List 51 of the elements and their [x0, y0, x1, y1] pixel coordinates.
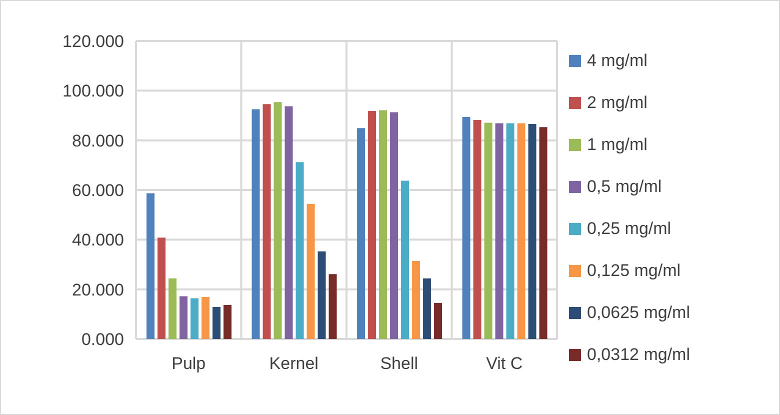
x-tick-label: Pulp — [172, 354, 206, 374]
y-tick-label: 100.000 — [62, 82, 124, 101]
bar — [484, 122, 492, 339]
bar — [495, 123, 504, 339]
bar — [262, 104, 271, 339]
bar — [423, 278, 432, 339]
bar — [146, 193, 155, 339]
y-tick-label: 20.000 — [72, 280, 124, 300]
legend-label: 0,25 mg/ml — [587, 218, 672, 238]
bar — [357, 128, 366, 339]
bar — [412, 261, 420, 339]
bar — [401, 180, 410, 339]
bar — [306, 204, 315, 339]
bar — [202, 297, 210, 339]
bar — [379, 110, 388, 339]
y-tick-label: 40.000 — [72, 230, 124, 250]
legend-label: 0,5 mg/ml — [587, 176, 662, 196]
bar — [462, 116, 470, 339]
y-tick-label: 120.000 — [62, 32, 124, 52]
bar — [180, 296, 188, 339]
bar — [212, 306, 221, 339]
bar — [539, 127, 548, 339]
bar — [368, 111, 376, 339]
x-tick-label: Kernel — [269, 354, 318, 374]
bar — [224, 304, 232, 339]
legend-label: 0,0312 mg/ml — [587, 344, 690, 364]
bar — [517, 123, 526, 339]
legend-label: 2 mg/ml — [587, 92, 648, 112]
legend-label: 0,125 mg/ml — [587, 260, 681, 280]
bar — [158, 238, 166, 339]
bar — [434, 302, 442, 339]
x-tick-label: Vit C — [486, 354, 523, 374]
bar — [296, 162, 304, 339]
legend-label: 0,0625 mg/ml — [587, 302, 690, 322]
legend-label: 4 mg/ml — [587, 50, 648, 70]
bar — [318, 251, 326, 339]
bar — [528, 124, 536, 339]
bar — [284, 106, 293, 339]
y-tick-label: 0.000 — [81, 330, 124, 350]
y-tick-label: 60.000 — [72, 181, 124, 200]
bar — [168, 278, 177, 339]
bar — [473, 120, 482, 339]
bar — [252, 109, 260, 339]
bar — [390, 112, 398, 339]
bar — [190, 298, 199, 339]
legend-label: 1 mg/ml — [587, 134, 648, 154]
bar — [274, 102, 282, 339]
y-tick-label: 80.000 — [72, 131, 124, 150]
bar — [506, 123, 514, 339]
x-tick-label: Shell — [380, 354, 418, 374]
bar — [328, 274, 337, 339]
